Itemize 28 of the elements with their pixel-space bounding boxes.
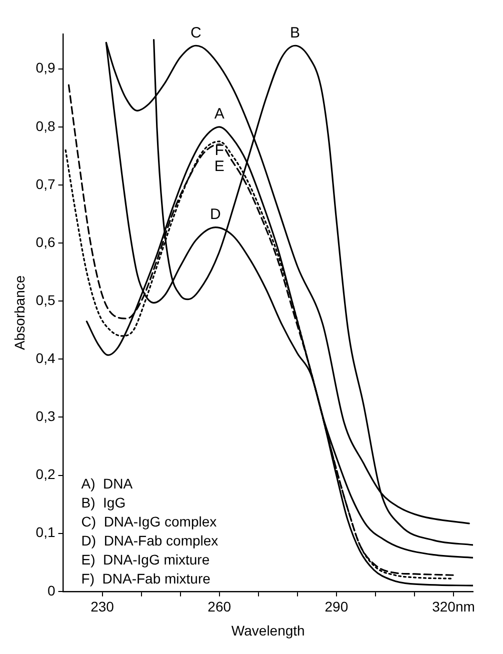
y-tick-label: 0,7: [36, 176, 56, 192]
x-tick-label: 290: [324, 598, 348, 615]
y-tick-label: 0,5: [36, 292, 56, 308]
y-tick-label: 0,4: [36, 350, 56, 366]
annotation: B) IgG: [81, 494, 126, 510]
x-tick-label: 230: [90, 598, 114, 615]
series-label: B: [290, 24, 300, 42]
series-label: D: [210, 206, 222, 223]
y-tick-label: 0,1: [36, 524, 56, 540]
annotation: D) DNA-Fab complex: [81, 532, 218, 548]
y-axis-title: Absorbance: [11, 275, 28, 350]
series-label: A: [214, 106, 224, 123]
y-tick-label: 0,2: [36, 466, 56, 482]
y-tick-label: 0,9: [36, 60, 56, 76]
annotation: E) DNA-IgG mixture: [81, 551, 210, 568]
y-tick-label: 0: [47, 582, 56, 598]
series-label: E: [214, 158, 224, 176]
annotation: A) DNA: [81, 475, 134, 492]
series-label: F: [214, 142, 224, 160]
x-axis-title: Wavelength: [231, 622, 305, 638]
annotation: C) DNA-IgG complex: [81, 513, 217, 530]
annotation: F) DNA-Fab mixture: [81, 570, 211, 586]
y-tick-label: 0,3: [36, 408, 56, 424]
x-tick-label: 260: [208, 598, 232, 615]
x-tick-label: 320nm: [432, 598, 475, 615]
y-tick-label: 0,8: [36, 118, 56, 134]
y-tick-label: 0,6: [36, 234, 56, 250]
series-label: C: [190, 24, 202, 42]
